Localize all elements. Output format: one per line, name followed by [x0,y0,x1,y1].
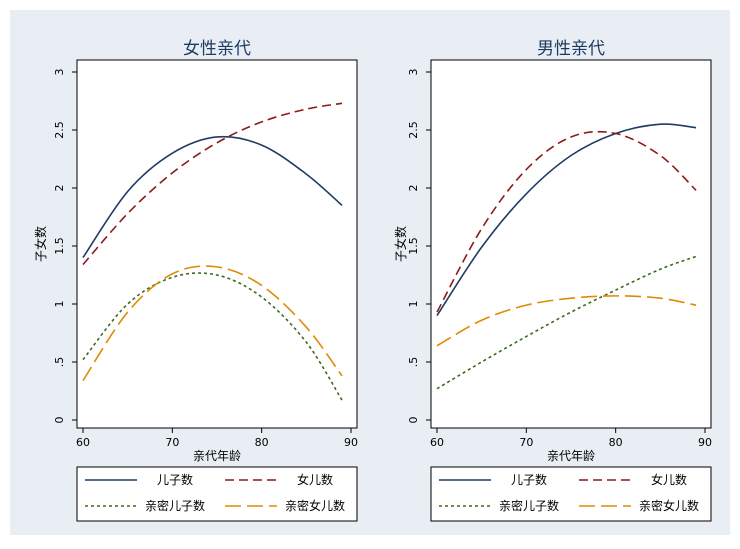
series-line-1 [82,135,343,259]
y-tick-label: 0 [53,417,66,424]
y-tick-label: 3 [53,69,66,76]
y-tick-label: 2.5 [53,121,66,139]
y-tick-label: .5 [53,357,66,368]
y-axis-label: 子女数 [393,226,408,262]
y-axis-label: 子女数 [33,226,48,262]
y-tick-label: 1.5 [53,237,66,255]
y-tick-label: 0 [407,417,420,424]
legend-box [430,466,712,522]
legend-label-1: 儿子数 [511,472,547,487]
y-tick-label: 2 [407,185,420,192]
x-tick-label: 70 [165,436,179,449]
x-tick-label: 60 [430,436,444,449]
x-tick-label: 90 [344,436,358,449]
series-line-4 [436,295,697,347]
x-tick-label: 60 [76,436,90,449]
series-line-3 [436,255,697,390]
legend-label-3: 亲密儿子数 [499,498,559,513]
legend-label-3: 亲密儿子数 [145,498,205,513]
legend-label-2: 女儿数 [651,472,687,487]
x-tick-label: 80 [255,436,269,449]
plot-area [76,59,358,429]
legend-label-1: 儿子数 [157,472,193,487]
y-tick-label: 1 [53,301,66,308]
plot-area [430,59,712,429]
x-axis-label: 亲代年龄 [547,449,595,463]
x-axis-label: 亲代年龄 [193,449,241,463]
y-tick-label: 2.5 [407,121,420,139]
series-line-2 [436,130,697,313]
y-tick-label: 1 [407,301,420,308]
y-tick-label: 3 [407,69,420,76]
legend-label-2: 女儿数 [297,472,333,487]
series-line-1 [436,123,697,317]
x-tick-label: 80 [609,436,623,449]
legend-box [76,466,358,522]
series-line-3 [82,272,343,401]
x-tick-label: 90 [698,436,712,449]
y-tick-label: 1.5 [407,237,420,255]
legend-label-4: 亲密女儿数 [285,498,345,513]
y-tick-label: .5 [407,357,420,368]
series-line-4 [82,265,343,381]
chart-title: 男性亲代 [537,39,605,59]
x-tick-label: 70 [519,436,533,449]
chart-title: 女性亲代 [183,39,251,59]
legend-label-4: 亲密女儿数 [639,498,699,513]
series-line-2 [82,102,343,266]
y-tick-label: 2 [53,185,66,192]
